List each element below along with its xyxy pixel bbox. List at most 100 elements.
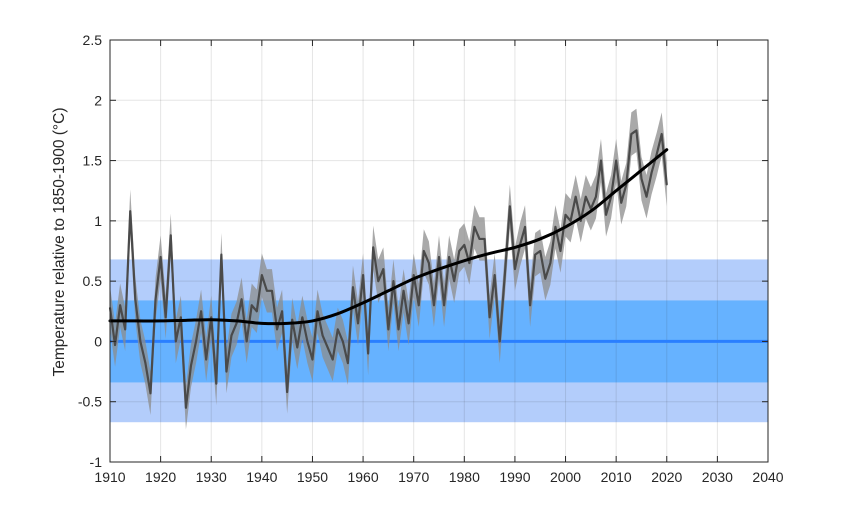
annual-point: [559, 250, 562, 252]
annual-point: [453, 280, 455, 282]
annual-point: [255, 310, 258, 313]
annual-point: [245, 340, 248, 343]
annual-point: [660, 133, 663, 135]
annual-point: [645, 195, 648, 198]
annual-point: [175, 340, 177, 343]
annual-point: [357, 322, 359, 325]
x-tick-label: 2000: [550, 469, 581, 485]
annual-point: [149, 392, 152, 395]
annual-point: [311, 358, 314, 361]
annual-point: [569, 220, 572, 222]
x-tick-label: 2030: [702, 469, 733, 485]
annual-point: [488, 316, 491, 319]
annual-point: [306, 340, 309, 343]
annual-point: [468, 262, 471, 264]
y-tick-label: 2.5: [83, 32, 103, 48]
annual-point: [154, 298, 157, 301]
annual-point: [225, 370, 228, 373]
annual-point: [407, 322, 410, 325]
annual-point: [377, 280, 380, 282]
annual-point: [331, 358, 334, 361]
annual-point: [417, 304, 420, 307]
annual-point: [402, 289, 405, 292]
annual-point: [438, 256, 440, 258]
annual-point: [210, 316, 213, 319]
x-tick-label: 2040: [752, 469, 783, 485]
annual-point: [286, 391, 288, 393]
annual-point: [301, 316, 304, 319]
y-axis-label: Temperature relative to 1850-1900 (°C): [51, 108, 68, 377]
annual-point: [498, 340, 501, 343]
annual-point: [144, 362, 147, 364]
annual-point: [169, 234, 172, 237]
x-tick-label: 1940: [246, 469, 277, 485]
y-tick-label: 2: [94, 92, 102, 108]
annual-point: [387, 328, 390, 331]
x-tick-label: 1960: [347, 469, 378, 485]
annual-point: [458, 250, 461, 252]
x-tick-label: 1990: [499, 469, 530, 485]
annual-point: [554, 226, 557, 228]
annual-point: [347, 362, 349, 364]
annual-point: [615, 159, 617, 162]
trend-line: [108, 148, 669, 326]
annual-point: [382, 268, 385, 270]
annual-point: [271, 289, 273, 292]
annual-point: [504, 274, 506, 276]
annual-point: [595, 195, 597, 198]
annual-point: [362, 274, 364, 276]
annual-point: [478, 238, 481, 240]
annual-point: [574, 195, 577, 198]
axes-frame: [109, 39, 769, 463]
annual-point: [539, 250, 542, 252]
annual-point: [336, 328, 339, 331]
annual-point: [428, 262, 430, 264]
annual-point: [180, 316, 182, 319]
annual-point: [665, 183, 668, 186]
annual-point: [534, 253, 536, 256]
annual-point: [392, 280, 395, 282]
annual-point: [443, 304, 445, 307]
annual-point: [544, 277, 547, 280]
annual-point: [372, 246, 375, 249]
annual-point: [326, 346, 329, 349]
annual-point: [493, 274, 496, 276]
annual-point: [250, 304, 253, 307]
y-tick-label: -1: [90, 454, 103, 470]
annual-point: [423, 250, 425, 252]
annual-point: [119, 304, 121, 307]
annual-point: [240, 298, 243, 301]
annual-point: [195, 340, 197, 343]
annual-point: [564, 214, 567, 216]
annual-point: [549, 262, 552, 264]
annual-point: [266, 289, 268, 292]
x-tick-label: 2020: [651, 469, 682, 485]
annual-point: [397, 328, 400, 331]
annual-point: [321, 334, 324, 337]
annual-point: [220, 253, 223, 256]
annual-point: [473, 226, 476, 228]
annual-point: [124, 328, 126, 331]
annual-point: [114, 344, 116, 346]
x-tick-label: 1910: [94, 469, 125, 485]
y-axis-ticks: -1 -0.5 0 0.5 1 1.5 2 2.5: [78, 32, 768, 470]
trend-series: [108, 148, 669, 326]
annual-point: [316, 310, 319, 313]
y-tick-label: 0.5: [83, 273, 103, 289]
annual-point: [620, 201, 623, 204]
plot-frame: [109, 39, 769, 463]
annual-point: [261, 274, 263, 276]
annual-point: [600, 159, 602, 162]
y-tick-label: 1: [94, 213, 102, 229]
x-tick-label: 1980: [449, 469, 480, 485]
annual-point: [509, 205, 511, 208]
y-tick-label: 1.5: [83, 153, 103, 169]
annual-point: [579, 220, 582, 222]
annual-point: [296, 346, 299, 349]
annual-point: [605, 214, 607, 216]
annual-point: [200, 310, 202, 313]
annual-point: [584, 195, 587, 198]
x-tick-label: 1970: [398, 469, 429, 485]
annual-point: [448, 256, 450, 258]
